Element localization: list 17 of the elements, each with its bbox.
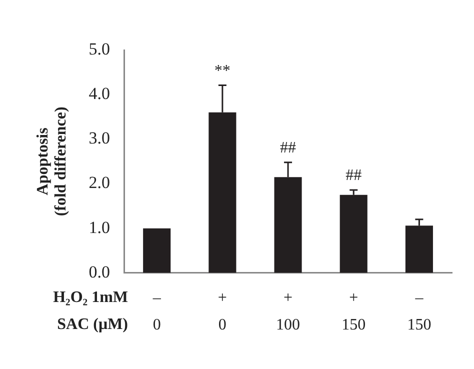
y-axis-title: Apoptosis (fold difference) <box>34 106 70 216</box>
y-tick-label: 5.0 <box>88 39 110 58</box>
y-tick-label: 0.0 <box>88 262 110 282</box>
y-tick-label: 1.0 <box>88 218 110 237</box>
x-tick-label: + 150 <box>342 290 366 334</box>
y-tick-label: 2.0 <box>88 173 110 192</box>
y-tick-label: 4.0 <box>88 84 110 104</box>
annotation: ** <box>214 62 230 80</box>
bar <box>143 228 171 273</box>
x-tick-label: + 0 <box>218 290 227 334</box>
x-tick-label: + 100 <box>276 290 300 334</box>
annotation: ## <box>346 167 362 184</box>
annotation: ## <box>280 140 296 157</box>
x-axis-title: H₂O₂ 1mM SAC (μM) <box>53 289 128 334</box>
x-tick-label: – 150 <box>407 290 432 334</box>
x-tick-label: – 0 <box>152 290 162 334</box>
y-tick-label: 3.0 <box>88 128 110 148</box>
